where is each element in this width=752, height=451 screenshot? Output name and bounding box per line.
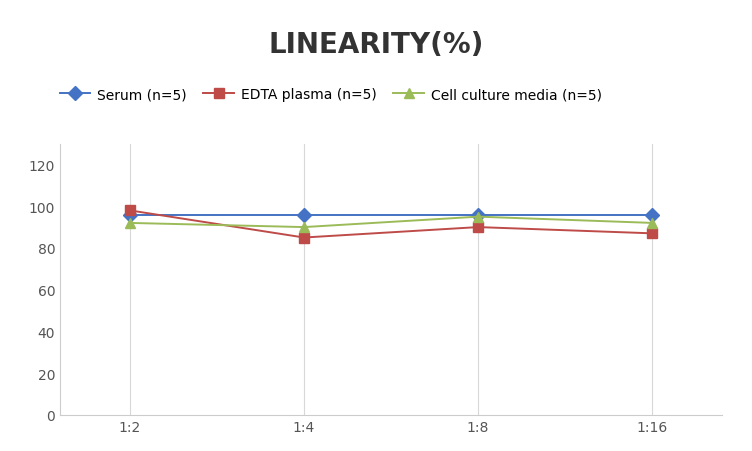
EDTA plasma (n=5) [126, 208, 135, 214]
Line: Serum (n=5): Serum (n=5) [125, 210, 657, 220]
Line: Cell culture media (n=5): Cell culture media (n=5) [125, 212, 657, 232]
Serum (n=5) [647, 212, 656, 218]
Text: LINEARITY(%): LINEARITY(%) [268, 31, 484, 59]
Serum (n=5) [126, 212, 135, 218]
EDTA plasma (n=5) [299, 235, 308, 241]
Legend: Serum (n=5), EDTA plasma (n=5), Cell culture media (n=5): Serum (n=5), EDTA plasma (n=5), Cell cul… [59, 88, 602, 102]
Serum (n=5) [474, 212, 483, 218]
EDTA plasma (n=5) [474, 225, 483, 230]
Cell culture media (n=5) [126, 221, 135, 226]
EDTA plasma (n=5) [647, 231, 656, 236]
Line: EDTA plasma (n=5): EDTA plasma (n=5) [125, 206, 657, 243]
Cell culture media (n=5) [647, 221, 656, 226]
Cell culture media (n=5) [299, 225, 308, 230]
Serum (n=5) [299, 212, 308, 218]
Cell culture media (n=5) [474, 215, 483, 220]
